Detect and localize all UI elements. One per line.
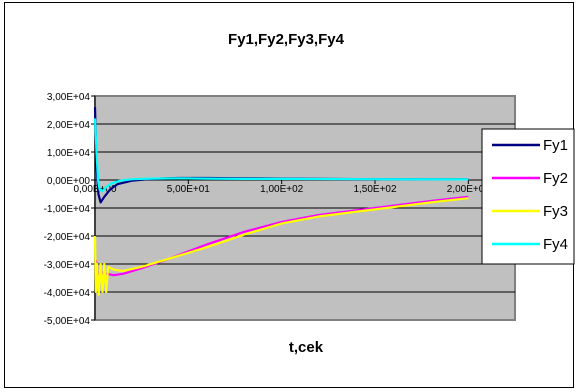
series-lines <box>93 107 469 296</box>
y-tick-label: -5,00E+04 <box>44 316 91 327</box>
y-tick-label: -1,00E+04 <box>44 204 91 215</box>
x-tick-label: 1,50E+02 <box>353 184 397 195</box>
x-axis-label: t,cek <box>289 339 324 356</box>
x-tick-label: 1,00E+02 <box>260 184 304 195</box>
y-tick-label: 3,00E+04 <box>47 92 91 103</box>
series-line-fy3 <box>93 197 469 296</box>
legend-label: Fy3 <box>543 203 568 220</box>
series-line-fy4 <box>93 118 469 193</box>
x-axis-ticks: 0,00E+00 5,00E+01 1,00E+02 1,50E+02 2,00E+02 <box>73 180 490 195</box>
chart-title: Fy1,Fy2,Fy3,Fy4 <box>228 31 345 48</box>
y-tick-label: -4,00E+04 <box>44 288 91 299</box>
x-tick-label: 0,00E+00 <box>73 184 117 195</box>
legend-label: Fy4 <box>543 236 568 253</box>
y-tick-label: -3,00E+04 <box>44 260 91 271</box>
x-tick-label: 2,00E+02 <box>447 184 491 195</box>
y-tick-label: 2,00E+04 <box>47 120 91 131</box>
y-tick-label: 0,00E+00 <box>47 176 91 187</box>
y-tick-label: 1,00E+04 <box>47 148 91 159</box>
legend-label: Fy1 <box>543 137 568 154</box>
x-tick-label: 5,00E+01 <box>167 184 211 195</box>
y-tick-label: -2,00E+04 <box>44 232 91 243</box>
legend-label: Fy2 <box>543 170 568 187</box>
legend: Fy1 Fy2 Fy3 Fy4 <box>481 128 575 265</box>
legend-box <box>481 128 575 265</box>
y-axis-ticks: 3,00E+04 2,00E+04 1,00E+04 0,00E+00 -1,00E+0… <box>44 92 95 327</box>
